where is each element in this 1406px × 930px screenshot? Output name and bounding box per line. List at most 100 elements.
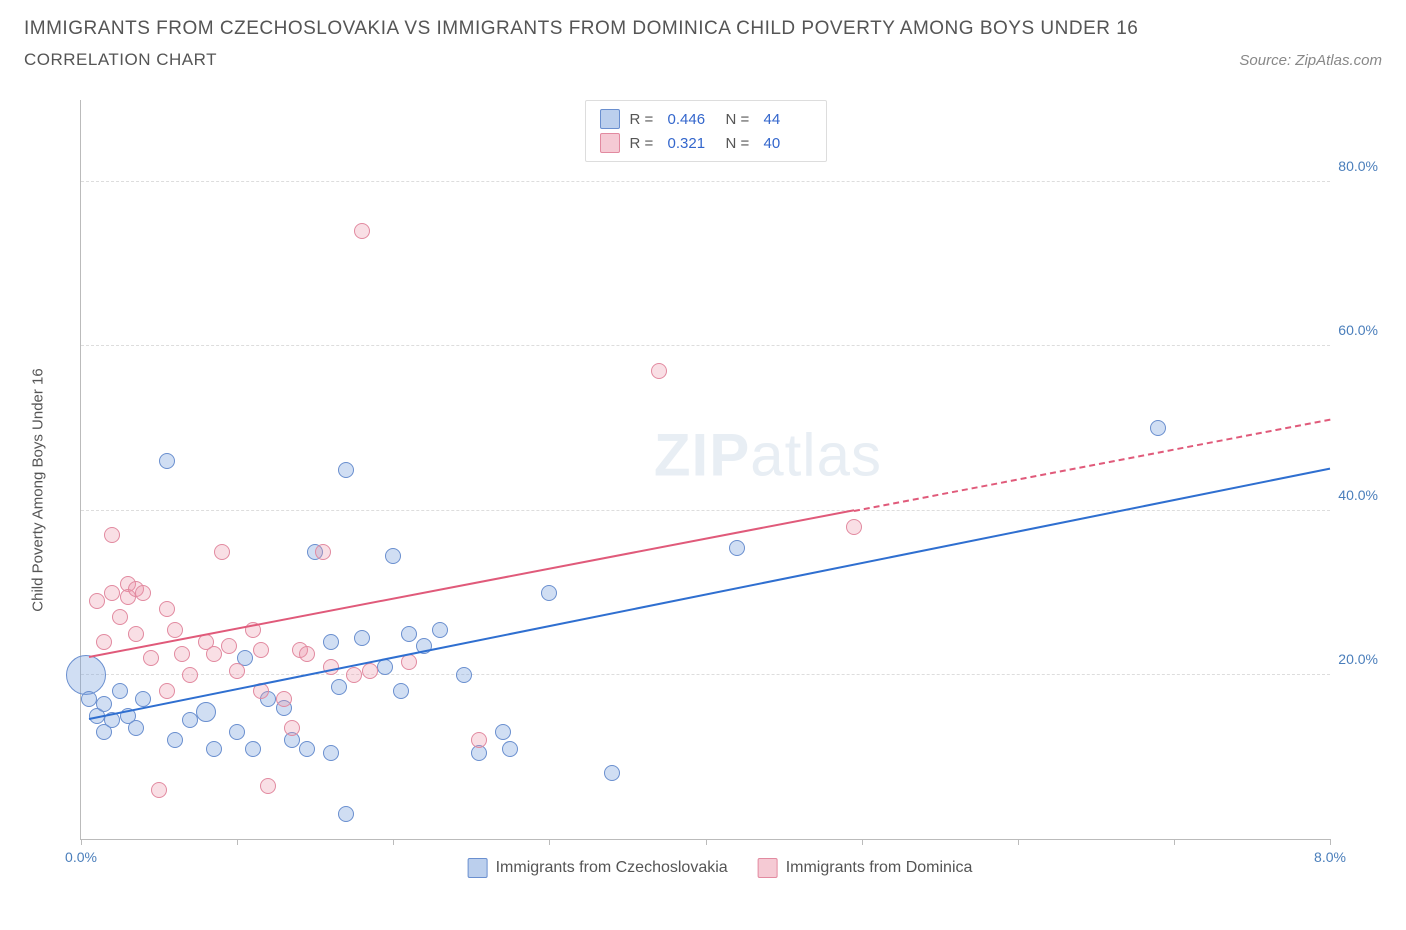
chart-subtitle: CORRELATION CHART xyxy=(24,50,217,70)
data-point xyxy=(323,745,339,761)
data-point xyxy=(315,544,331,560)
data-point xyxy=(182,667,198,683)
x-tick xyxy=(1330,839,1331,845)
swatch-dominica-icon xyxy=(758,858,778,878)
gridline xyxy=(81,510,1330,511)
data-point xyxy=(338,806,354,822)
data-point xyxy=(1150,420,1166,436)
series-legend: Immigrants from Czechoslovakia Immigrant… xyxy=(468,858,973,878)
x-tick xyxy=(862,839,863,845)
n-label: N = xyxy=(726,111,754,128)
data-point xyxy=(174,646,190,662)
trend-line xyxy=(89,510,854,659)
data-point xyxy=(432,622,448,638)
data-point xyxy=(323,634,339,650)
subtitle-row: CORRELATION CHART Source: ZipAtlas.com xyxy=(24,50,1382,70)
chart-header: IMMIGRANTS FROM CZECHOSLOVAKIA VS IMMIGR… xyxy=(0,0,1406,70)
x-tick xyxy=(81,839,82,845)
x-tick xyxy=(706,839,707,845)
data-point xyxy=(112,609,128,625)
data-point xyxy=(354,223,370,239)
source-prefix: Source: xyxy=(1239,52,1295,69)
data-point xyxy=(128,626,144,642)
legend-label-czech: Immigrants from Czechoslovakia xyxy=(496,859,728,877)
data-point xyxy=(89,593,105,609)
data-point xyxy=(159,453,175,469)
data-point xyxy=(229,724,245,740)
y-tick-label: 80.0% xyxy=(1338,158,1378,174)
data-point xyxy=(362,663,378,679)
legend-row-dominica: R = 0.321 N = 40 xyxy=(600,131,812,155)
scatter-plot: ZIPatlas R = 0.446 N = 44 R = 0.321 N = … xyxy=(80,100,1330,840)
data-point xyxy=(541,585,557,601)
x-tick xyxy=(393,839,394,845)
gridline xyxy=(81,674,1330,675)
data-point xyxy=(604,765,620,781)
data-point xyxy=(206,741,222,757)
legend-item-czech: Immigrants from Czechoslovakia xyxy=(468,858,728,878)
data-point xyxy=(81,691,97,707)
data-point xyxy=(159,601,175,617)
data-point xyxy=(104,585,120,601)
data-point xyxy=(299,646,315,662)
y-axis-label: Child Poverty Among Boys Under 16 xyxy=(30,368,47,611)
data-point xyxy=(401,626,417,642)
legend-item-dominica: Immigrants from Dominica xyxy=(758,858,973,878)
data-point xyxy=(151,782,167,798)
data-point xyxy=(401,654,417,670)
data-point xyxy=(96,696,112,712)
x-tick xyxy=(237,839,238,845)
data-point xyxy=(221,638,237,654)
data-point xyxy=(112,683,128,699)
chart-area: Child Poverty Among Boys Under 16 ZIPatl… xyxy=(60,100,1380,880)
data-point xyxy=(495,724,511,740)
x-tick xyxy=(1018,839,1019,845)
n-value-dominica: 40 xyxy=(764,135,812,152)
r-label: R = xyxy=(630,135,658,152)
data-point xyxy=(135,585,151,601)
data-point xyxy=(354,630,370,646)
data-point xyxy=(284,720,300,736)
data-point xyxy=(393,683,409,699)
r-label: R = xyxy=(630,111,658,128)
data-point xyxy=(96,634,112,650)
data-point xyxy=(167,732,183,748)
data-point xyxy=(167,622,183,638)
data-point xyxy=(471,732,487,748)
data-point xyxy=(206,646,222,662)
data-point xyxy=(276,691,292,707)
data-point xyxy=(159,683,175,699)
data-point xyxy=(331,679,347,695)
data-point xyxy=(338,462,354,478)
data-point xyxy=(253,642,269,658)
correlation-legend: R = 0.446 N = 44 R = 0.321 N = 40 xyxy=(585,100,827,162)
x-tick xyxy=(1174,839,1175,845)
data-point xyxy=(66,655,106,695)
n-label: N = xyxy=(726,135,754,152)
swatch-dominica-icon xyxy=(600,133,620,153)
swatch-czech-icon xyxy=(468,858,488,878)
n-value-czech: 44 xyxy=(764,111,812,128)
trend-line xyxy=(89,468,1331,720)
data-point xyxy=(196,702,216,722)
data-point xyxy=(651,363,667,379)
r-value-czech: 0.446 xyxy=(668,111,716,128)
x-tick-label: 0.0% xyxy=(65,849,97,865)
x-tick xyxy=(549,839,550,845)
data-point xyxy=(229,663,245,679)
source-attribution: Source: ZipAtlas.com xyxy=(1239,52,1382,69)
r-value-dominica: 0.321 xyxy=(668,135,716,152)
data-point xyxy=(346,667,362,683)
data-point xyxy=(245,741,261,757)
data-point xyxy=(128,720,144,736)
legend-row-czech: R = 0.446 N = 44 xyxy=(600,107,812,131)
y-tick-label: 20.0% xyxy=(1338,651,1378,667)
data-point xyxy=(846,519,862,535)
x-tick-label: 8.0% xyxy=(1314,849,1346,865)
legend-label-dominica: Immigrants from Dominica xyxy=(786,859,973,877)
swatch-czech-icon xyxy=(600,109,620,129)
data-point xyxy=(260,778,276,794)
data-point xyxy=(502,741,518,757)
gridline xyxy=(81,345,1330,346)
data-point xyxy=(299,741,315,757)
